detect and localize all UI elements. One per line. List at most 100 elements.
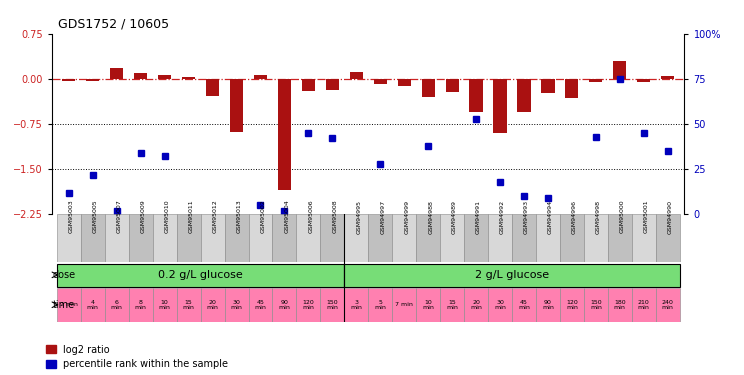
Bar	[632, 288, 655, 322]
Text: 3
min: 3 min	[350, 300, 362, 310]
Bar	[182, 77, 195, 79]
Bar	[608, 214, 632, 262]
Bar	[632, 214, 655, 262]
Bar	[613, 61, 626, 79]
Bar	[397, 79, 411, 86]
Bar	[248, 288, 272, 322]
Text: GSM94989: GSM94989	[452, 200, 457, 234]
Text: GSM95003: GSM95003	[69, 200, 74, 234]
Bar	[158, 75, 171, 79]
Bar	[153, 288, 176, 322]
Bar	[134, 73, 147, 79]
Text: 4
min: 4 min	[87, 300, 99, 310]
Text: 210
min: 210 min	[638, 300, 650, 310]
Bar	[105, 214, 129, 262]
Text: 90
min: 90 min	[542, 300, 554, 310]
Bar	[176, 288, 201, 322]
Text: GSM94993: GSM94993	[524, 200, 529, 234]
Bar	[517, 79, 530, 112]
Text: GSM95004: GSM95004	[284, 200, 289, 234]
Text: 240
min: 240 min	[661, 300, 673, 310]
Text: 150
min: 150 min	[590, 300, 602, 310]
Text: 30
min: 30 min	[231, 300, 243, 310]
Bar	[416, 288, 440, 322]
Text: GSM95000: GSM95000	[620, 200, 625, 233]
Bar	[350, 72, 363, 79]
Text: 150
min: 150 min	[327, 300, 339, 310]
Text: GDS1752 / 10605: GDS1752 / 10605	[59, 17, 170, 30]
Text: GSM95007: GSM95007	[117, 200, 122, 234]
Bar	[464, 288, 488, 322]
Bar	[440, 214, 464, 262]
Text: 2 g/L glucose: 2 g/L glucose	[475, 270, 549, 280]
Bar	[560, 288, 584, 322]
Text: 0.2 g/L glucose: 0.2 g/L glucose	[158, 270, 243, 280]
Bar	[469, 79, 483, 112]
Bar	[201, 288, 225, 322]
Bar	[272, 214, 296, 262]
Text: GSM94991: GSM94991	[476, 200, 481, 234]
Bar	[272, 288, 296, 322]
Legend: log2 ratio, percentile rank within the sample: log2 ratio, percentile rank within the s…	[46, 345, 228, 369]
Text: GSM94995: GSM94995	[356, 200, 362, 234]
Bar	[488, 288, 512, 322]
Bar	[416, 214, 440, 262]
Text: 2 min: 2 min	[60, 302, 78, 307]
Bar	[321, 288, 344, 322]
Text: GSM95012: GSM95012	[213, 200, 217, 234]
Bar	[81, 288, 105, 322]
Bar	[440, 288, 464, 322]
Text: time: time	[53, 300, 74, 310]
Bar	[565, 79, 579, 98]
Bar	[373, 79, 387, 84]
Bar	[344, 288, 368, 322]
Bar	[248, 214, 272, 262]
Bar	[512, 214, 536, 262]
Bar	[344, 264, 680, 287]
Text: GSM94999: GSM94999	[404, 200, 409, 234]
Bar	[129, 214, 153, 262]
Text: 120
min: 120 min	[303, 300, 314, 310]
Bar	[254, 75, 267, 79]
Bar	[637, 79, 650, 82]
Text: 10
min: 10 min	[423, 300, 434, 310]
Text: GSM94996: GSM94996	[572, 200, 577, 234]
Text: 45
min: 45 min	[254, 300, 266, 310]
Bar	[176, 214, 201, 262]
Text: dose: dose	[53, 270, 76, 280]
Bar	[422, 79, 434, 97]
Text: GSM94998: GSM94998	[596, 200, 601, 234]
Bar	[655, 288, 680, 322]
Bar	[296, 288, 321, 322]
Bar	[560, 214, 584, 262]
Text: GSM94990: GSM94990	[667, 200, 673, 234]
Bar	[296, 214, 321, 262]
Text: GSM94997: GSM94997	[380, 200, 385, 234]
Bar	[512, 288, 536, 322]
Bar	[536, 288, 560, 322]
Text: GSM95005: GSM95005	[93, 200, 97, 233]
Bar	[661, 76, 674, 79]
Bar	[86, 79, 100, 81]
Bar	[81, 214, 105, 262]
Bar	[278, 79, 291, 190]
Text: GSM94994: GSM94994	[548, 200, 553, 234]
Text: 90
min: 90 min	[278, 300, 290, 310]
Bar	[608, 288, 632, 322]
Text: 10
min: 10 min	[158, 300, 170, 310]
Bar	[392, 214, 416, 262]
Bar	[493, 79, 507, 133]
Bar	[129, 288, 153, 322]
Bar	[464, 214, 488, 262]
Text: GSM95013: GSM95013	[237, 200, 242, 234]
Bar	[206, 79, 219, 96]
Bar	[225, 214, 248, 262]
Bar	[368, 214, 392, 262]
Text: 5
min: 5 min	[374, 300, 386, 310]
Bar	[344, 214, 368, 262]
Bar	[110, 68, 124, 79]
Bar	[57, 264, 344, 287]
Text: GSM95009: GSM95009	[141, 200, 146, 234]
Text: 120
min: 120 min	[566, 300, 578, 310]
Bar	[368, 288, 392, 322]
